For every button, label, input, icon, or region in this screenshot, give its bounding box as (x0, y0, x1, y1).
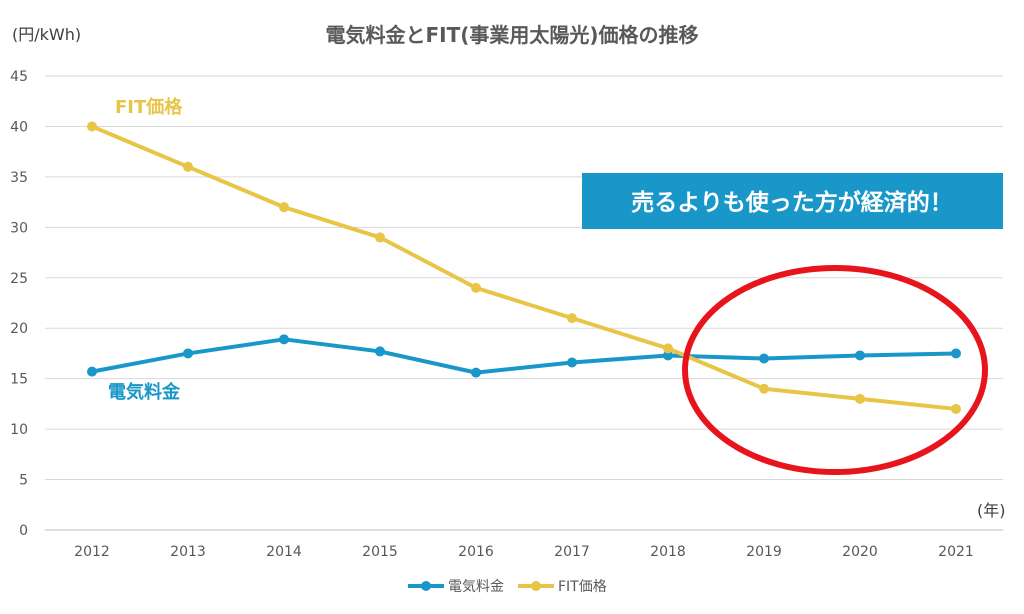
series-line-0 (91, 337, 957, 375)
data-point (375, 346, 385, 357)
data-point (87, 121, 97, 132)
x-tick-label: 2020 (842, 544, 878, 560)
data-point (183, 348, 193, 359)
data-point (279, 334, 289, 345)
highlight-circle (682, 265, 988, 475)
data-point (855, 350, 865, 361)
data-point (183, 161, 193, 172)
y-tick-labels: 0 5 10 15 20 25 30 35 40 45 (10, 69, 28, 539)
legend: 電気料金 FIT価格 (408, 579, 607, 595)
legend-label: 電気料金 (448, 579, 504, 595)
y-tick-label: 20 (10, 321, 28, 337)
data-point (951, 403, 961, 414)
x-tick-label: 2015 (362, 544, 398, 560)
x-tick-label: 2016 (458, 544, 494, 560)
x-tick-label: 2014 (266, 544, 302, 560)
callout-text: 売るよりも使った方が経済的！ (631, 189, 953, 216)
y-tick-label: 35 (10, 170, 28, 186)
y-tick-label: 30 (10, 220, 28, 236)
legend-marker (531, 581, 541, 591)
data-point (951, 348, 961, 359)
data-point (279, 202, 289, 213)
series-layer (87, 121, 961, 414)
x-tick-label: 2012 (74, 544, 110, 560)
y-tick-label: 40 (10, 119, 28, 135)
y-tick-label: 45 (10, 69, 28, 85)
x-tick-labels: 2012 2013 2014 2015 2016 2017 2018 2019 2020 2021 (74, 544, 974, 560)
series-line-1 (91, 124, 957, 411)
series-label-electricity: 電気料金 (108, 381, 181, 403)
data-point (759, 383, 769, 394)
data-point (567, 313, 577, 324)
y-tick-label: 5 (19, 473, 28, 489)
data-point (87, 366, 97, 377)
data-point (471, 282, 481, 293)
y-tick-label: 15 (10, 372, 28, 388)
data-point (663, 343, 673, 354)
y-tick-label: 25 (10, 271, 28, 287)
callout-box (582, 173, 1003, 229)
legend-marker (421, 581, 431, 591)
chart-title: 電気料金とFIT(事業用太陽光)価格の推移 (325, 23, 698, 47)
series-labels: 電気料金 FIT価格 (108, 96, 183, 403)
series-label-fit: FIT価格 (115, 96, 183, 118)
x-axis-unit: (年) (977, 501, 1006, 520)
data-point (855, 393, 865, 404)
gridlines (45, 75, 1003, 531)
x-tick-label: 2017 (554, 544, 590, 560)
x-tick-label: 2013 (170, 544, 206, 560)
data-point (375, 232, 385, 243)
data-point (759, 353, 769, 364)
y-axis-unit: (円/kWh) (12, 25, 81, 44)
x-tick-label: 2021 (938, 544, 974, 560)
data-point (663, 350, 673, 361)
y-tick-label: 0 (19, 523, 28, 539)
x-tick-label: 2018 (650, 544, 686, 560)
x-tick-label: 2019 (746, 544, 782, 560)
legend-label: FIT価格 (558, 579, 607, 595)
data-point (471, 367, 481, 378)
y-tick-label: 10 (10, 422, 28, 438)
data-point (567, 357, 577, 368)
